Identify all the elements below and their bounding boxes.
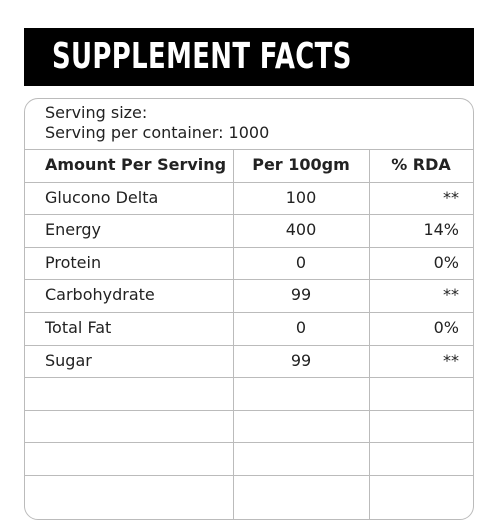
table-cell: **	[443, 285, 459, 305]
table-cell: **	[443, 350, 459, 370]
table-cell: Protein	[45, 252, 102, 272]
table-cell: 400	[285, 220, 317, 240]
table-cell: 0%	[433, 252, 459, 272]
page: SUPPLEMENT FACTS Serving size: Serving p…	[24, 28, 474, 520]
serving-per-container: Serving per container: 1000	[45, 123, 270, 142]
title: SUPPLEMENT FACTS	[52, 36, 352, 77]
header-bar: SUPPLEMENT FACTS	[24, 28, 474, 86]
table-cell: 0	[295, 252, 307, 272]
table-cell: Energy	[45, 220, 102, 240]
column-header: Amount Per Serving	[45, 155, 227, 174]
row-line	[25, 442, 473, 444]
table-cell: 100	[285, 187, 317, 207]
table-cell: 99	[290, 350, 312, 370]
table-cell: 99	[290, 285, 312, 305]
table-cell: Sugar	[45, 350, 92, 370]
column-line	[233, 149, 234, 519]
table-cell: Carbohydrate	[45, 285, 155, 305]
row-line	[25, 475, 473, 476]
row-line	[25, 149, 473, 150]
column-header: Per 100gm	[252, 155, 350, 174]
row-line	[25, 409, 473, 411]
row-line	[25, 312, 473, 313]
row-line	[25, 214, 473, 216]
column-header: % RDA	[391, 155, 451, 174]
table-cell: Total Fat	[45, 318, 112, 337]
table-cell: 0	[295, 318, 307, 337]
table-cell: 0%	[433, 318, 459, 337]
row-line	[25, 279, 473, 281]
table-cell: 14%	[423, 220, 459, 240]
column-line	[369, 149, 370, 519]
row-line	[25, 181, 473, 183]
row-line	[25, 246, 473, 248]
table-cell: Glucono Delta	[45, 187, 159, 207]
facts-table: Serving size: Serving per container: 100…	[24, 98, 474, 520]
row-line	[25, 344, 473, 346]
row-line	[25, 377, 473, 379]
table-cell: **	[443, 187, 459, 207]
serving-size: Serving size:	[45, 103, 148, 122]
